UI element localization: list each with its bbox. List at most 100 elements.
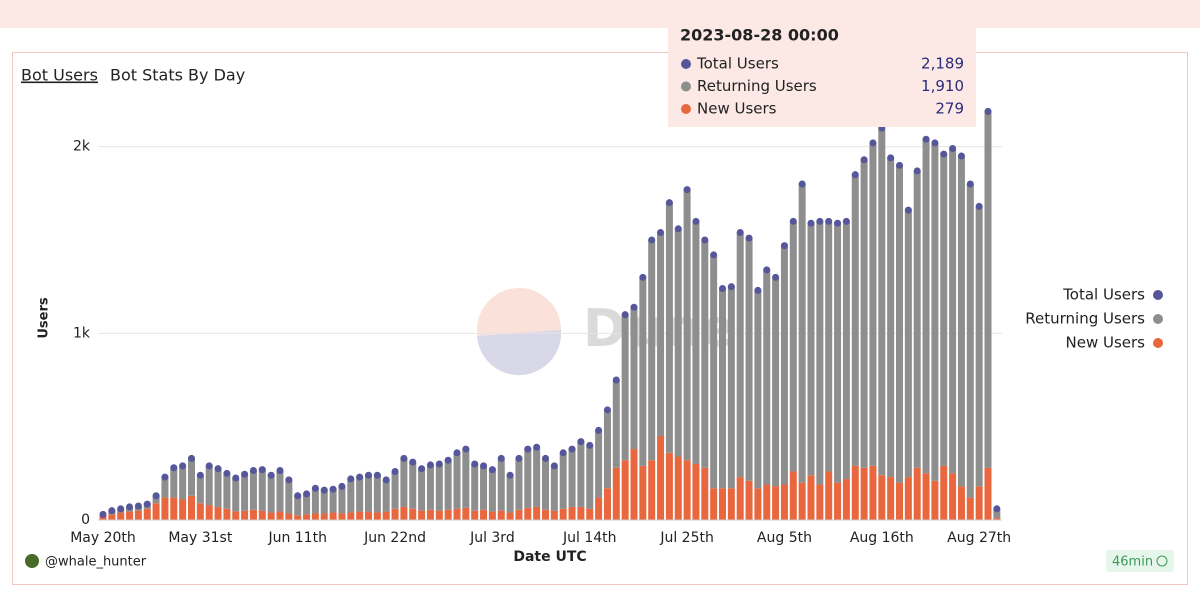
author[interactable]: @whale_hunter <box>45 555 147 570</box>
total-dot <box>745 234 753 242</box>
bar-segment <box>471 510 479 520</box>
bar-segment <box>701 467 709 520</box>
total-dot <box>152 492 160 500</box>
total-dot <box>267 471 275 479</box>
legend-label: New Users <box>1066 334 1146 352</box>
total-dot <box>816 217 824 225</box>
bar-segment <box>568 506 576 520</box>
total-dot <box>471 460 479 468</box>
y-tick-label: 0 <box>81 512 90 528</box>
watermark-logo-part <box>477 330 562 376</box>
bar-segment <box>975 206 983 487</box>
bar-segment <box>373 512 381 520</box>
total-dot <box>382 476 390 484</box>
total-dot <box>869 139 877 147</box>
bar-segment <box>533 447 541 507</box>
bar-segment <box>595 497 603 520</box>
bar-segment <box>842 478 850 520</box>
bar-segment <box>347 478 355 513</box>
bar-segment <box>365 475 372 512</box>
total-dot <box>975 202 983 210</box>
bar-segment <box>223 473 231 509</box>
legend-swatch <box>1153 338 1163 348</box>
total-dot <box>365 471 372 479</box>
bar-segment <box>772 486 780 520</box>
bar-segment <box>931 480 939 520</box>
bar-segment <box>674 456 682 520</box>
bar-segment <box>338 513 346 520</box>
bar-segment <box>719 288 726 489</box>
bar-segment <box>860 159 868 468</box>
bar-segment <box>710 254 718 489</box>
bar-segment <box>232 478 240 512</box>
x-tick-label: May 31st <box>168 530 233 546</box>
total-dot <box>338 482 346 490</box>
bar-segment <box>966 184 974 498</box>
bar-segment <box>834 482 842 520</box>
bar-segment <box>294 495 302 516</box>
total-dot <box>373 471 381 479</box>
bar-segment <box>834 223 842 483</box>
total-dot <box>630 303 638 311</box>
bar-segment <box>338 486 346 514</box>
total-dot <box>409 458 417 466</box>
bar-segment <box>258 510 266 520</box>
total-dot <box>320 486 328 494</box>
total-dot <box>285 476 293 484</box>
tooltip-name: New Users <box>697 100 777 118</box>
total-dot <box>949 145 957 153</box>
total-dot <box>896 161 903 169</box>
total-dot <box>188 454 195 462</box>
bar-segment <box>444 509 452 520</box>
bar-segment <box>170 467 178 498</box>
bar-segment <box>471 464 479 511</box>
total-dot <box>701 236 709 244</box>
total-dot <box>825 217 833 225</box>
tab[interactable]: Bot Stats By Day <box>110 66 245 85</box>
total-dot <box>577 438 585 446</box>
bar-segment <box>719 488 726 520</box>
bar-segment <box>373 475 381 513</box>
bar-segment <box>603 409 611 489</box>
bar-segment <box>763 484 771 520</box>
total-dot <box>249 467 257 475</box>
bar-segment <box>426 464 434 510</box>
bar-segment <box>435 510 443 520</box>
bar-segment <box>311 513 319 520</box>
total-dot <box>966 180 974 188</box>
total-dot <box>506 471 514 479</box>
bar-segment <box>444 460 452 510</box>
total-dot <box>807 219 815 227</box>
total-dot <box>603 406 611 414</box>
bar-segment <box>648 460 656 520</box>
bar-segment <box>568 449 576 507</box>
bar-segment <box>249 509 257 520</box>
total-dot <box>294 492 302 500</box>
bar-segment <box>763 269 771 485</box>
total-dot <box>559 449 567 457</box>
tooltip-value: 279 <box>935 100 964 118</box>
bar-segment <box>595 430 603 498</box>
total-dot <box>842 217 850 225</box>
bar-segment <box>329 489 337 513</box>
total-dot <box>542 454 549 462</box>
bar-segment <box>533 506 541 520</box>
bar-segment <box>807 475 815 520</box>
total-dot <box>860 156 868 164</box>
bar-segment <box>887 477 895 520</box>
total-dot <box>108 507 116 515</box>
tab-active[interactable]: Bot Users <box>21 66 98 85</box>
total-dot <box>426 461 434 469</box>
bar-segment <box>382 479 390 512</box>
bar-segment <box>780 484 788 520</box>
bar-segment <box>789 221 797 472</box>
bar-segment <box>869 142 877 466</box>
legend-label: Total Users <box>1062 286 1145 304</box>
total-dot <box>798 180 806 188</box>
total-dot <box>984 107 992 115</box>
bar-segment <box>639 277 647 466</box>
x-tick-label: Aug 27th <box>947 530 1011 546</box>
bar-segment <box>214 506 222 520</box>
x-axis-label: Date UTC <box>513 549 586 565</box>
bar-segment <box>754 488 762 520</box>
